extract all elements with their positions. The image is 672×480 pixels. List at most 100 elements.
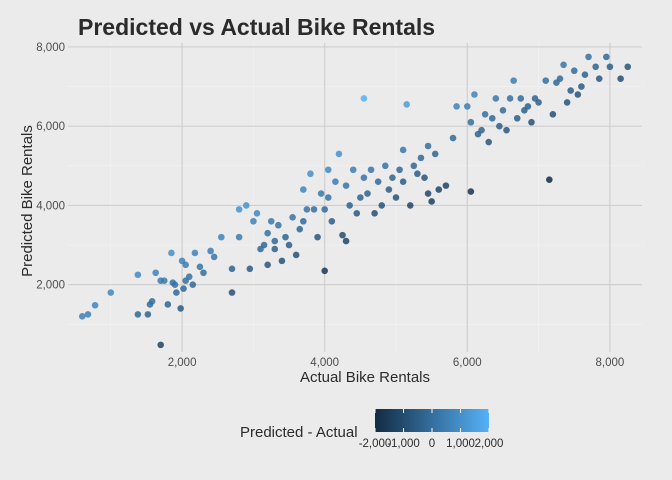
data-point (278, 257, 286, 265)
data-point (335, 150, 343, 158)
data-point (250, 217, 257, 225)
data-point (410, 162, 418, 170)
data-point (563, 99, 571, 106)
legend-tick-label: -2,000 (359, 438, 392, 450)
data-point (367, 166, 375, 174)
data-point (218, 233, 225, 241)
data-point (346, 202, 353, 209)
data-point (321, 267, 328, 275)
legend-tick-label: 0 (429, 438, 435, 450)
data-point (585, 53, 592, 61)
data-point (435, 186, 443, 193)
data-point (300, 186, 307, 193)
data-point (242, 202, 250, 209)
legend-colorbar (375, 409, 489, 432)
data-point (353, 210, 361, 217)
data-point (200, 269, 207, 277)
data-point (160, 277, 168, 284)
x-tick-label: 8,000 (596, 357, 625, 369)
data-point (207, 247, 214, 255)
data-point (173, 289, 180, 296)
data-point (134, 311, 142, 318)
data-point (603, 53, 610, 61)
data-point (414, 170, 421, 178)
data-point (210, 253, 218, 261)
data-point (246, 265, 254, 273)
data-point (556, 75, 564, 82)
data-point (196, 263, 204, 271)
data-point (314, 233, 321, 241)
data-point (371, 210, 378, 217)
data-point (524, 103, 532, 110)
data-point (296, 225, 304, 233)
data-point (560, 61, 567, 69)
data-point (528, 118, 535, 126)
data-point (431, 150, 439, 158)
data-point (617, 75, 624, 82)
data-point (403, 101, 410, 108)
data-point (235, 206, 243, 213)
data-point (442, 182, 450, 189)
data-point (317, 190, 325, 197)
data-point (503, 126, 510, 134)
data-point (260, 241, 268, 249)
data-point (164, 301, 172, 308)
legend-tick-label: 1,000 (446, 438, 475, 450)
data-point (453, 103, 460, 110)
y-tick-label: 4,000 (36, 200, 65, 212)
legend-tick-label: -1,000 (387, 438, 420, 450)
y-tick-label: 6,000 (36, 121, 65, 133)
legend-title: Predicted - Actual (240, 424, 358, 441)
data-point (168, 249, 175, 257)
data-point (488, 114, 496, 122)
data-point (310, 206, 318, 213)
data-point (342, 182, 350, 189)
data-point (606, 63, 614, 71)
data-point (78, 313, 86, 320)
data-point (535, 99, 542, 106)
data-point (389, 174, 396, 181)
data-point (185, 273, 193, 281)
x-tick-label: 4,000 (310, 357, 339, 369)
data-point (148, 297, 156, 305)
data-point (471, 91, 478, 98)
data-point (510, 77, 517, 84)
x-tick-label: 6,000 (453, 357, 482, 369)
data-point (191, 249, 199, 257)
data-point (374, 178, 382, 185)
data-point (421, 174, 428, 181)
data-point (549, 111, 557, 118)
data-point (506, 95, 514, 102)
y-tick-label: 8,000 (36, 42, 65, 54)
data-point (485, 138, 492, 146)
y-axis-ticks: 2,000 4,000 6,000 8,000 (36, 42, 65, 292)
data-point (499, 107, 507, 114)
data-point (378, 202, 386, 209)
data-point (275, 221, 282, 229)
data-points (78, 53, 632, 349)
data-point (144, 311, 152, 318)
data-point (303, 206, 311, 213)
legend-ticks: -2,000-1,000 0 1,000 2,000 (359, 409, 503, 450)
data-point (581, 71, 589, 78)
data-point (424, 142, 432, 150)
data-point (464, 103, 471, 110)
chart-title: Predicted vs Actual Bike Rentals (78, 14, 436, 40)
data-point (107, 289, 115, 296)
data-point (271, 245, 279, 253)
x-axis-ticks: 2,000 4,000 6,000 8,000 (168, 357, 625, 369)
data-point (292, 251, 300, 259)
data-point (574, 91, 582, 98)
data-point (417, 154, 425, 162)
data-point (328, 217, 336, 225)
data-point (467, 118, 475, 126)
data-point (496, 122, 503, 130)
data-point (152, 269, 160, 277)
data-point (253, 210, 261, 217)
data-point (84, 311, 92, 318)
data-point (157, 341, 164, 349)
data-point (171, 281, 179, 288)
color-legend: Predicted - Actual -2,000-1,000 0 1,000 2,0… (240, 409, 503, 450)
data-point (228, 289, 236, 296)
